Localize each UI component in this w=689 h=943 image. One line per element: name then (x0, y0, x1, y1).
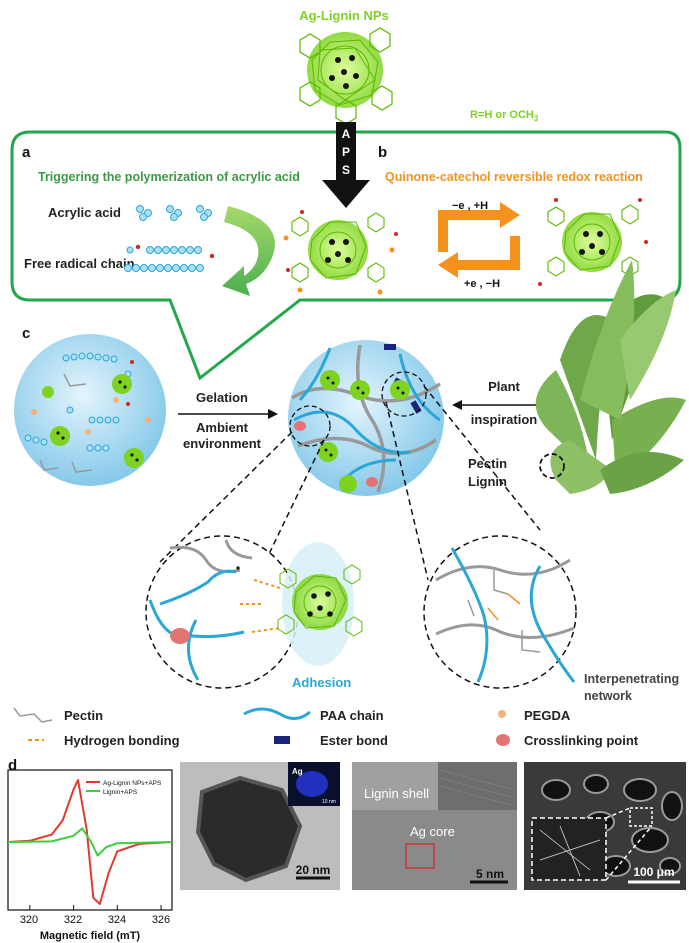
pectin-label: Pectin (468, 456, 507, 471)
redox-top-label: −e , +H (452, 200, 488, 212)
epr-tick-320: 320 (20, 914, 38, 926)
interpenetrating-label-1: Interpenetrating (584, 672, 679, 686)
catechol-np (538, 198, 648, 290)
radical-chains (124, 244, 215, 272)
epr-xlabel: Magnetic field (mT) (40, 930, 141, 942)
legend-pegda: PEGDA (524, 708, 571, 723)
interpenetrating-label-2: network (584, 689, 632, 703)
panel-a-title: Triggering the polymerization of acrylic… (38, 170, 300, 184)
acrylic-monomers (136, 205, 212, 221)
plant-label-1: Plant (488, 379, 520, 394)
aloe-plant-image (535, 260, 686, 494)
legend-pegda-symbol (498, 710, 506, 718)
aps-letter-p: P (342, 145, 350, 159)
tem-e-scale: 20 nm (296, 863, 331, 877)
panel-b-title: Quinone-catechol reversible redox reacti… (385, 170, 643, 184)
edx-ag-label: Ag (292, 767, 303, 776)
r-note: R=H or OCH3 (470, 109, 539, 123)
plant-inspiration-arrow (452, 400, 540, 410)
panel-ab-frame (10, 130, 682, 381)
legend-paa-symbol (243, 707, 311, 720)
panel-d-letter: d (8, 757, 17, 774)
quinone-np (283, 210, 398, 295)
precursor-sphere (14, 334, 166, 486)
aps-letter-s: S (342, 163, 350, 177)
panel-a-letter: a (22, 144, 31, 161)
epr-tick-322: 322 (64, 914, 82, 926)
sem-image-g (524, 762, 686, 890)
hydrogel-sphere (288, 340, 444, 496)
aps-letter-a: A (342, 127, 351, 141)
sem-g-scale: 100 μm (633, 865, 674, 879)
ag-lignin-np-top (299, 27, 393, 125)
hrtem-image-f (352, 762, 517, 890)
gelation-arrow (178, 409, 278, 419)
ambient-label-2: environment (183, 436, 262, 451)
tem-image-e (180, 762, 340, 890)
legend-hbond: Hydrogen bonding (64, 733, 180, 748)
epr-chart (7, 779, 173, 910)
panel-c-letter: c (22, 325, 30, 342)
hrtem-f-scale: 5 nm (476, 867, 504, 881)
legend-pectin: Pectin (64, 708, 103, 723)
legend-ester-symbol (274, 736, 290, 744)
curved-green-arrow (222, 206, 275, 296)
zoom-connectors (159, 385, 541, 581)
redox-arrows (438, 202, 520, 278)
epr-tick-324: 324 (108, 914, 126, 926)
epr-tick-326: 326 (152, 914, 170, 926)
redox-bottom-label: +e , −H (464, 278, 500, 290)
epr-legend (86, 781, 100, 792)
np-title: Ag-Lignin NPs (299, 8, 389, 23)
adhesion-label: Adhesion (292, 675, 351, 690)
edx-scale-label: 10 nm (322, 799, 336, 805)
interpenetrating-zoom (423, 535, 577, 689)
legend-ester: Ester bond (320, 733, 388, 748)
epr-series-lignin (7, 827, 173, 857)
acrylic-acid-label: Acrylic acid (48, 205, 121, 220)
lignin-shell-label: Lignin shell (364, 786, 429, 801)
epr-legend-2: Lignin+APS (103, 789, 138, 796)
free-radical-label: Free radical chain (24, 256, 135, 271)
legend-crosslink: Crosslinking point (524, 733, 639, 748)
legend-crosslink-symbol (496, 734, 510, 746)
legend-paa: PAA chain (320, 708, 384, 723)
plant-label-2: inspiration (471, 412, 538, 427)
ambient-label-1: Ambient (196, 420, 249, 435)
ag-core-label: Ag core (410, 824, 455, 839)
legend-pectin-symbol (13, 707, 53, 723)
panel-b-letter: b (378, 144, 387, 161)
adhesion-zoom (145, 535, 363, 689)
epr-legend-1: Ag-Lignin NPs+APS (103, 780, 162, 787)
gelation-label: Gelation (196, 390, 248, 405)
aps-arrow (322, 122, 370, 208)
lignin-label: Lignin (468, 474, 507, 489)
epr-series-ag-lignin (7, 779, 173, 905)
